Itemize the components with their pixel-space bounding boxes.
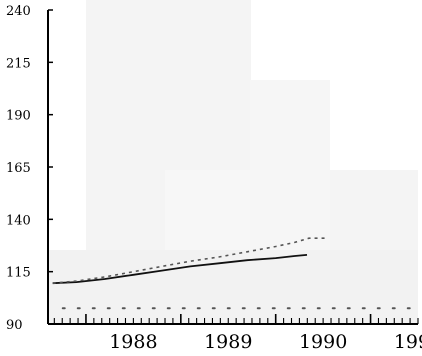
- y-tick-label: 215: [6, 56, 31, 71]
- x-tick-label: 1991: [394, 331, 422, 353]
- axes: [47, 9, 419, 325]
- x-tick-label: 1989: [204, 331, 252, 353]
- y-tick-label: 240: [6, 4, 31, 19]
- plot-background: [48, 0, 418, 324]
- background-panel: [165, 170, 250, 250]
- x-tick-label: 1988: [109, 331, 157, 353]
- background-panel: [250, 80, 330, 250]
- tick-labels: 90 115 140 165 190 215 240 1988 1989 1990 1991: [6, 4, 422, 353]
- y-tick-label: 115: [6, 266, 31, 281]
- background-panel: [330, 170, 418, 250]
- x-tick-label: 1990: [299, 331, 347, 353]
- y-tick-label: 165: [6, 161, 31, 176]
- y-tick-label: 190: [6, 109, 31, 124]
- series-layer: [52, 237, 415, 310]
- solid-series-line: [52, 254, 308, 285]
- y-tick-label: 90: [6, 318, 23, 333]
- y-tick-label: 140: [6, 213, 31, 228]
